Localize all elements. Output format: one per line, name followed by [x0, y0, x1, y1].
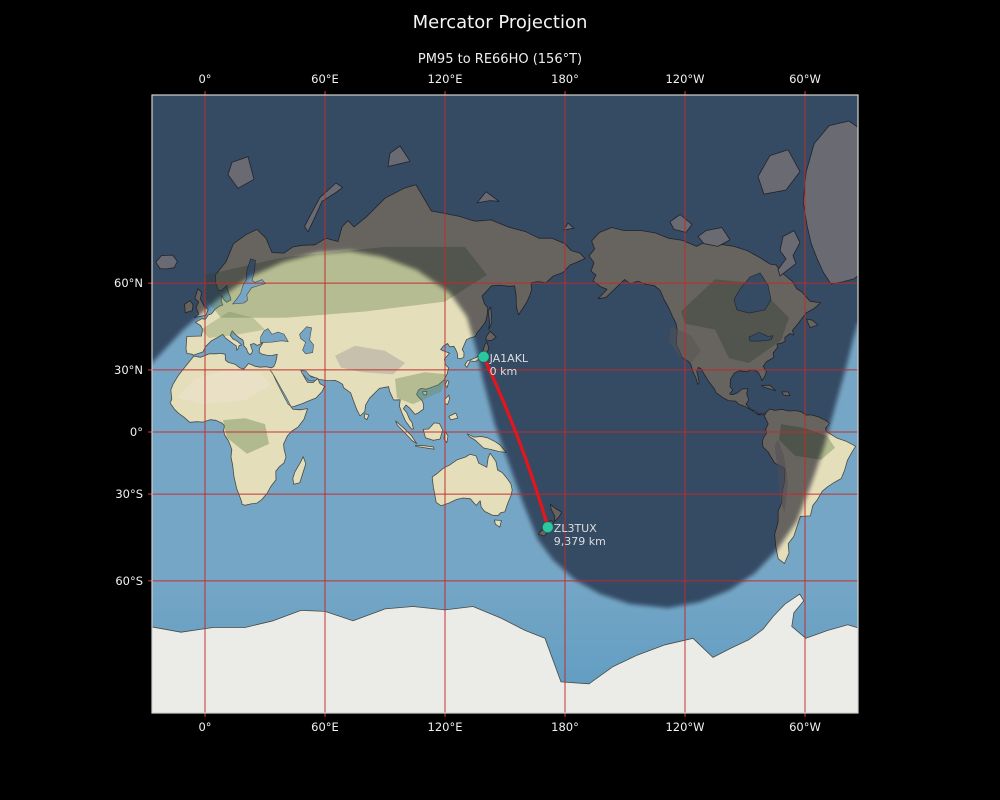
graticule [152, 95, 858, 713]
inland-sea [269, 369, 292, 407]
lon-tick-label-top: 120°W [665, 72, 705, 86]
callsign-label: JA1AKL [489, 352, 529, 365]
tick-marks [148, 91, 806, 717]
lat-tick-label: 30°S [115, 487, 143, 502]
landmass [448, 412, 459, 421]
landmass [292, 456, 307, 485]
inland-sea [299, 326, 314, 355]
map-subtitle: PM95 to RE66HO (156°T) [417, 52, 583, 67]
lon-tick-label-bottom: 60°W [789, 720, 821, 734]
lon-tick-label-bottom: 60°E [311, 720, 339, 734]
map-frame [151, 94, 859, 714]
terrain-tint [335, 345, 405, 375]
terrain-tint [223, 418, 269, 454]
landmass [494, 519, 502, 528]
terrain-tint [177, 369, 271, 405]
lat-tick-label: 30°N [114, 362, 143, 377]
terrain-tint [201, 311, 265, 338]
distance-label: 9,379 km [554, 535, 606, 548]
route-endpoint-marker [477, 350, 490, 363]
inland-sea [300, 370, 318, 381]
route-endpoint-marker [541, 521, 554, 534]
map-title: Mercator Projection [412, 12, 588, 33]
lon-tick-label-bottom: 120°W [665, 720, 705, 734]
lat-tick-label: 60°S [115, 573, 143, 588]
lon-tick-label-top: 180° [551, 72, 579, 86]
night-terminator-overlay [152, 95, 858, 608]
landmass [364, 413, 370, 421]
lon-tick-label-bottom: 120°E [427, 720, 463, 734]
inland-sea [231, 258, 266, 305]
landmass [415, 445, 435, 450]
lon-tick-label-top: 0° [198, 72, 212, 86]
great-circle-route [482, 355, 550, 529]
lat-tick-label: 0° [129, 425, 143, 439]
lon-tick-label-top: 120°E [427, 72, 463, 86]
inland-sea [260, 328, 289, 344]
landmass [431, 452, 513, 517]
lon-tick-label-top: 60°E [311, 72, 339, 86]
landmass [444, 380, 450, 389]
distance-label: 0 km [490, 365, 518, 378]
lon-tick-label-top: 60°W [789, 72, 821, 86]
lon-tick-label-bottom: 0° [198, 720, 212, 734]
lat-tick-label: 60°N [114, 276, 143, 291]
callsign-label: ZL3TUX [554, 522, 597, 535]
landmass [422, 391, 428, 396]
terrain-tint [395, 372, 447, 405]
lon-tick-label-bottom: 180° [551, 720, 579, 734]
landmass [152, 593, 858, 713]
